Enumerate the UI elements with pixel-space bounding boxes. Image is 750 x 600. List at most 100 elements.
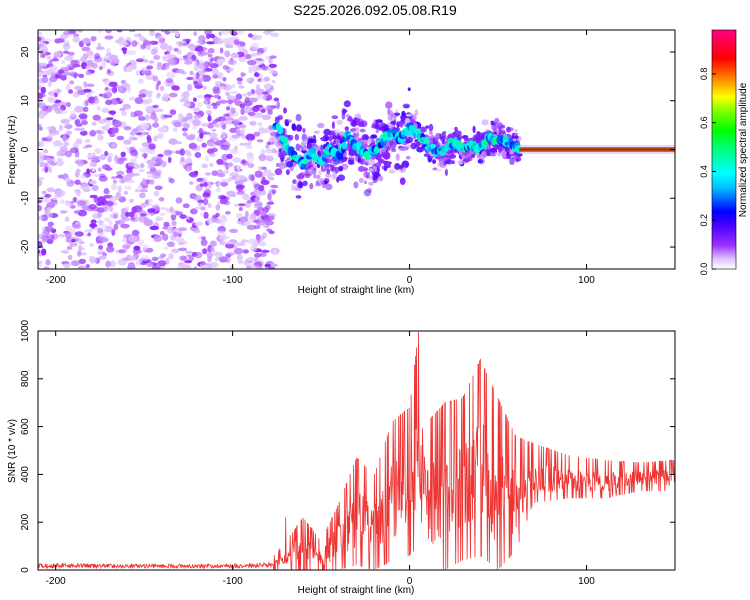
noise-blob [65, 102, 71, 108]
noise-blob [147, 208, 156, 213]
transition-blob [351, 119, 357, 128]
noise-blob [144, 114, 150, 121]
noise-blob [258, 154, 267, 162]
noise-blob [109, 133, 116, 138]
colorbar-gradient [711, 29, 737, 270]
noise-blob [272, 249, 278, 255]
transition-blob [443, 160, 447, 166]
noise-blob [77, 161, 84, 167]
noise-blob [145, 199, 149, 205]
noise-blob [169, 206, 174, 212]
transition-blob [359, 128, 366, 133]
noise-blob [217, 116, 227, 122]
noise-blob [129, 198, 134, 203]
noise-blob [251, 105, 259, 113]
noise-blob [88, 203, 97, 210]
noise-blob [169, 109, 177, 116]
noise-blob [102, 252, 108, 257]
noise-blob [230, 52, 239, 59]
noise-blob [253, 203, 263, 209]
transition-blob [333, 137, 341, 145]
transition-blob [481, 119, 489, 126]
noise-blob [40, 62, 48, 67]
noise-blob [243, 260, 249, 266]
noise-blob [152, 122, 160, 128]
noise-blob [235, 242, 246, 247]
noise-blob [170, 211, 176, 216]
snr-series-line [38, 331, 675, 570]
noise-blob [84, 65, 92, 70]
noise-blob [140, 213, 147, 217]
transition-blob [343, 100, 351, 108]
transition-blob [330, 164, 335, 172]
noise-blob [199, 59, 204, 66]
noise-blob [128, 135, 133, 140]
transition-blob [318, 169, 322, 176]
noise-blob [148, 143, 156, 150]
transition-blob [377, 175, 384, 182]
noise-blob [126, 50, 137, 56]
noise-blob [253, 131, 261, 137]
noise-blob [95, 46, 105, 50]
noise-blob [63, 50, 69, 54]
noise-blob [41, 235, 51, 240]
noise-blob [159, 231, 165, 236]
noise-blob [41, 238, 48, 243]
y-tick-label: 800 [20, 370, 31, 387]
noise-blob [258, 127, 266, 134]
noise-blob [226, 106, 230, 111]
noise-blob [145, 149, 151, 154]
noise-blob [205, 67, 210, 72]
noise-blob [126, 179, 135, 183]
noise-blob [202, 192, 210, 197]
noise-blob [90, 222, 96, 229]
noise-blob [165, 258, 170, 265]
noise-blob [62, 42, 71, 51]
snr-x-ticks: -200 -100 0 100 [46, 331, 595, 587]
transition-blob [302, 128, 306, 133]
noise-blob [43, 69, 51, 76]
noise-blob [248, 97, 259, 103]
noise-blob [129, 96, 136, 101]
noise-blob [193, 194, 202, 201]
noise-blob [238, 207, 243, 211]
transition-blob [375, 129, 379, 134]
transition-blob [293, 162, 297, 167]
transition-blob [302, 180, 308, 187]
noise-blob [164, 246, 168, 250]
noise-blob [140, 163, 145, 168]
transition-blob [389, 141, 394, 146]
transition-blob [392, 119, 397, 126]
noise-blob [163, 221, 170, 228]
noise-blob [217, 169, 224, 177]
noise-blob [89, 161, 97, 168]
noise-blob [224, 241, 234, 245]
noise-blob [201, 236, 206, 240]
transition-blob [395, 153, 400, 161]
noise-blob [141, 202, 146, 209]
ridge-blob [374, 145, 380, 154]
noise-blob [236, 77, 243, 82]
noise-blob [60, 199, 65, 205]
colorbar: 0.0 0.2 0.4 0.6 0.8 Normalized spectral ampl… [699, 29, 749, 275]
transition-blob [376, 166, 380, 173]
noise-blob [163, 149, 172, 156]
noise-blob [156, 92, 161, 97]
noise-blob [254, 34, 263, 41]
noise-blob [109, 196, 117, 203]
noise-blob [207, 48, 215, 54]
noise-blob [175, 237, 186, 243]
noise-blob [269, 55, 277, 59]
transition-blob [358, 177, 364, 183]
noise-blob [216, 230, 226, 237]
transition-blob [385, 101, 393, 109]
noise-blob [105, 99, 113, 106]
chart-title: S225.2026.092.05.08.R19 [293, 2, 457, 18]
noise-blob [152, 104, 159, 109]
noise-blob [159, 85, 165, 92]
noise-blob [63, 263, 71, 268]
transition-blob [509, 157, 515, 165]
transition-blob [286, 161, 294, 168]
transition-blob [368, 181, 374, 186]
